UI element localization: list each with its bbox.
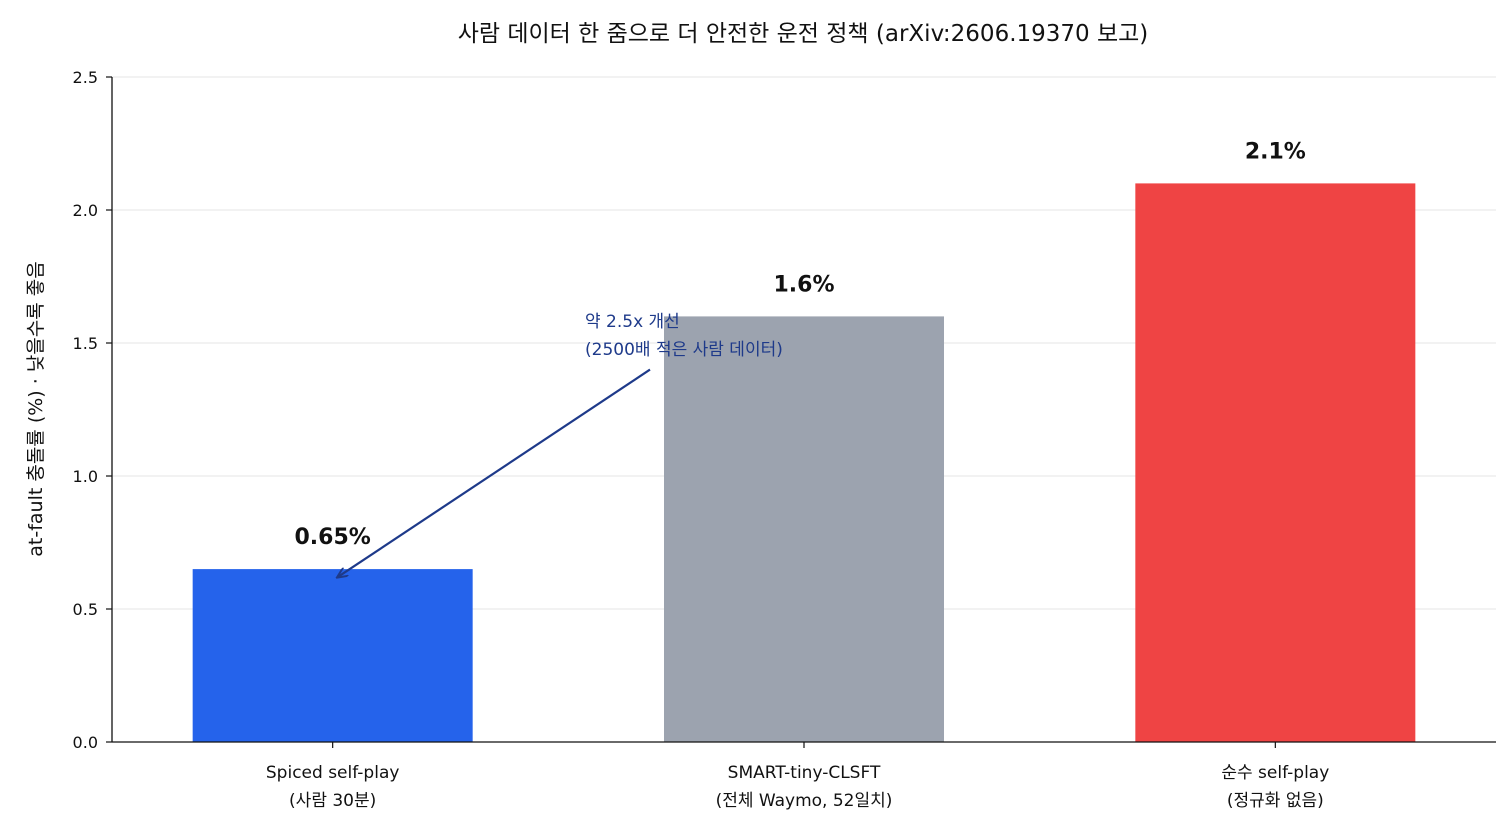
x-tick-label-line: (정규화 없음) [1227, 791, 1324, 811]
annotation-text: 약 2.5x 개선 (2500배 적은 사람 데이터) [585, 312, 783, 360]
x-tick-label-line: (전체 Waymo, 52일치) [716, 791, 893, 811]
chart-title: 사람 데이터 한 줌으로 더 안전한 운전 정책 (arXiv:2606.193… [458, 21, 1149, 47]
data-labels: 0.65% 1.6% 2.1% [295, 139, 1306, 550]
y-tick-label: 0.5 [73, 600, 98, 619]
bars [192, 183, 1416, 742]
annotation-text-line: (2500배 적은 사람 데이터) [585, 340, 783, 360]
x-tick-label-line: (사람 30분) [289, 791, 376, 811]
annotation-text-line: 약 2.5x 개선 [585, 312, 680, 332]
y-tick-label: 1.0 [73, 467, 98, 486]
bar [192, 569, 473, 742]
x-tick-label: Spiced self-play (사람 30분) [266, 763, 400, 811]
x-tick-label-line: 순수 self-play [1221, 763, 1329, 783]
annotation: 약 2.5x 개선 (2500배 적은 사람 데이터) [338, 312, 783, 577]
y-tick-label: 1.5 [73, 334, 98, 353]
y-tick-label: 2.0 [73, 201, 98, 220]
x-tick-label: 순수 self-play (정규화 없음) [1221, 763, 1329, 811]
x-tick-label: SMART-tiny-CLSFT (전체 Waymo, 52일치) [716, 763, 893, 811]
x-tick-label-line: SMART-tiny-CLSFT [728, 763, 881, 783]
axes: 0.0 0.5 1.0 1.5 2.0 2.5 Spiced self-play (사람 30… [73, 68, 1496, 811]
bar-value-label: 1.6% [773, 272, 834, 297]
y-tick-label: 0.0 [73, 733, 98, 752]
annotation-arrow [338, 368, 651, 577]
y-tick-label: 2.5 [73, 68, 98, 87]
bar [664, 316, 944, 742]
bar [1135, 183, 1416, 742]
bar-value-label: 2.1% [1245, 139, 1306, 164]
y-axis-label: at-fault 충돌률 (%) · 낮을수록 좋음 [25, 261, 47, 557]
x-tick-label-line: Spiced self-play [266, 763, 400, 783]
bar-value-label: 0.65% [295, 525, 371, 550]
